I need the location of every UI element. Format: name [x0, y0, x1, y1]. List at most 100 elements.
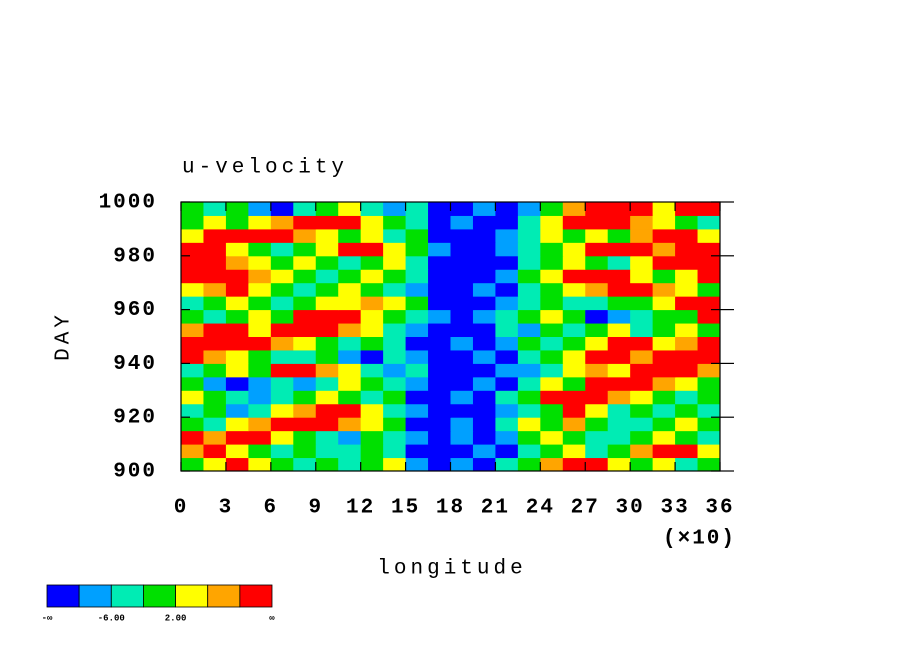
cell — [540, 457, 564, 472]
cell — [338, 457, 362, 472]
cell — [495, 269, 519, 284]
cell — [248, 242, 272, 257]
cell — [181, 242, 204, 257]
cell — [181, 349, 204, 364]
cell — [517, 444, 541, 459]
cell — [383, 269, 407, 284]
x-scale-label: (×10) — [663, 528, 736, 551]
cell — [652, 269, 676, 284]
y-tick-label: 900 — [113, 461, 157, 484]
cell — [630, 282, 654, 297]
cell — [315, 444, 339, 459]
cell — [697, 390, 721, 405]
cell — [248, 430, 272, 445]
cell — [248, 323, 272, 337]
x-tick-label: 9 — [308, 497, 323, 520]
cell — [607, 363, 631, 378]
cell — [450, 215, 474, 230]
cell — [383, 349, 407, 364]
cell — [405, 269, 429, 284]
cell — [428, 403, 451, 418]
cell — [697, 336, 721, 351]
cell — [472, 349, 496, 364]
cell — [360, 430, 384, 445]
cell — [383, 215, 407, 230]
cell — [495, 309, 519, 324]
cell — [697, 323, 721, 337]
cell — [270, 457, 294, 472]
cell — [315, 417, 339, 432]
cell — [360, 215, 384, 230]
cell — [225, 336, 249, 351]
cell — [315, 430, 339, 445]
cell — [517, 242, 541, 257]
cell — [405, 282, 429, 297]
cell — [181, 417, 204, 432]
cell — [675, 376, 699, 391]
cell — [472, 376, 496, 391]
cell — [405, 215, 429, 230]
cell — [697, 376, 721, 391]
cell — [652, 349, 676, 364]
cell — [675, 242, 699, 257]
cell — [338, 376, 362, 391]
cell — [270, 242, 294, 257]
cell — [697, 430, 721, 445]
cell — [181, 296, 204, 311]
y-tick-label: 940 — [113, 353, 157, 376]
x-tick-label: 15 — [391, 497, 420, 520]
cell — [405, 457, 429, 472]
cell — [293, 242, 317, 257]
cell — [517, 430, 541, 445]
cell — [428, 255, 451, 270]
cell — [495, 417, 519, 432]
cell — [472, 202, 496, 216]
cell — [450, 349, 474, 364]
cell — [607, 403, 631, 418]
cell — [203, 444, 227, 459]
x-tick-label: 21 — [481, 497, 510, 520]
cell — [428, 296, 451, 311]
cell — [675, 215, 699, 230]
cell — [315, 269, 339, 284]
x-tick-label: 33 — [660, 497, 689, 520]
cell — [652, 202, 676, 216]
cell — [450, 269, 474, 284]
colorbar-label: -6.00 — [98, 613, 125, 623]
cell — [630, 228, 654, 243]
x-tick-label: 27 — [571, 497, 600, 520]
cell — [652, 457, 676, 472]
cell — [203, 363, 227, 378]
cell — [360, 323, 384, 337]
cell — [630, 296, 654, 311]
cell — [675, 457, 699, 472]
cell — [540, 376, 564, 391]
cell — [450, 202, 474, 216]
cell — [495, 363, 519, 378]
cell — [697, 457, 721, 472]
cell — [450, 457, 474, 472]
cell — [630, 215, 654, 230]
cell — [607, 323, 631, 337]
cell — [562, 430, 586, 445]
cell — [203, 430, 227, 445]
cell — [495, 390, 519, 405]
cell — [338, 390, 362, 405]
cell — [383, 457, 407, 472]
cell — [428, 215, 451, 230]
cell — [405, 323, 429, 337]
cell — [675, 228, 699, 243]
cell — [472, 430, 496, 445]
cell — [495, 296, 519, 311]
cell — [450, 376, 474, 391]
cell — [450, 444, 474, 459]
cell — [652, 255, 676, 270]
x-tick-label: 36 — [705, 497, 734, 520]
cell — [315, 255, 339, 270]
cell — [517, 282, 541, 297]
colorbar-box — [239, 584, 273, 608]
cell — [675, 309, 699, 324]
colorbar-box — [46, 584, 80, 608]
cell — [562, 215, 586, 230]
cell — [675, 403, 699, 418]
